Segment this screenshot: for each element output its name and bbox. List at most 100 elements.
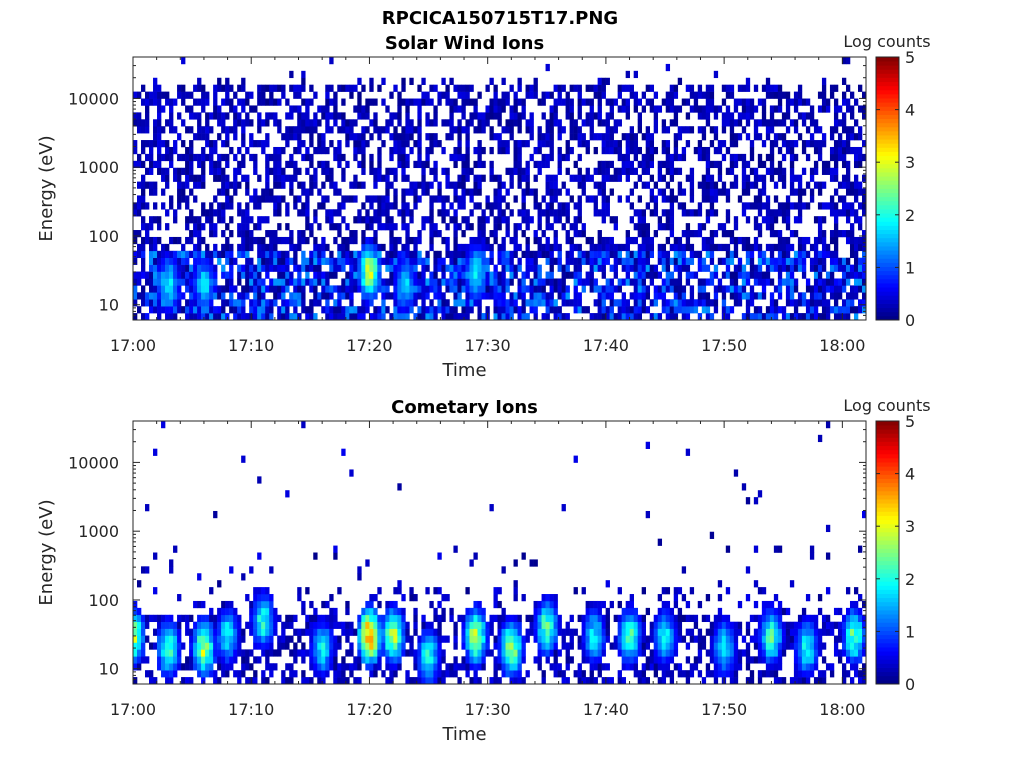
heatmap-cell xyxy=(373,642,378,650)
heatmap-cell xyxy=(813,250,819,259)
heatmap-cell xyxy=(765,209,771,217)
heatmap-cell xyxy=(417,257,422,265)
heatmap-cell xyxy=(265,140,270,148)
heatmap-cell xyxy=(525,299,530,307)
heatmap-cell xyxy=(369,299,374,307)
heatmap-cell xyxy=(845,174,851,182)
heatmap-cell xyxy=(785,264,791,272)
heatmap-cell xyxy=(673,112,679,120)
heatmap-cell xyxy=(321,292,326,300)
colorbar-segment xyxy=(876,184,899,189)
heatmap-cell xyxy=(785,236,791,245)
heatmap-cell xyxy=(233,614,238,623)
heatmap-cell xyxy=(565,250,570,259)
heatmap-cell xyxy=(785,146,791,155)
heatmap-cell xyxy=(241,250,246,259)
heatmap-cell xyxy=(177,84,182,92)
heatmap-cell xyxy=(557,146,562,155)
heatmap-cell xyxy=(677,243,683,252)
heatmap-cell xyxy=(157,292,162,300)
heatmap-cell xyxy=(265,188,270,196)
heatmap-cell xyxy=(493,133,498,141)
heatmap-cell xyxy=(837,313,843,321)
heatmap-cell xyxy=(673,299,679,307)
heatmap-cell xyxy=(709,250,715,259)
heatmap-cell xyxy=(605,236,610,245)
heatmap-cell xyxy=(845,216,851,224)
heatmap-cell xyxy=(817,257,823,265)
heatmap-cell xyxy=(621,278,626,286)
heatmap-cell xyxy=(569,250,574,259)
heatmap-cell xyxy=(665,278,671,286)
heatmap-cell xyxy=(737,119,743,127)
heatmap-cell xyxy=(653,285,659,293)
heatmap-cell xyxy=(597,299,602,307)
heatmap-cell xyxy=(373,195,378,203)
heatmap-cell xyxy=(401,216,406,224)
heatmap-cell xyxy=(397,587,402,595)
heatmap-cell xyxy=(673,250,679,259)
heatmap-cell xyxy=(157,278,162,286)
heatmap-cell xyxy=(481,292,486,300)
heatmap-cell xyxy=(461,299,466,307)
heatmap-cell xyxy=(433,313,438,321)
heatmap-cell xyxy=(177,153,182,162)
heatmap-cell xyxy=(325,160,330,169)
heatmap-cell xyxy=(597,306,602,314)
heatmap-cell xyxy=(593,264,598,272)
heatmap-cell xyxy=(729,236,735,245)
colorbar-segment xyxy=(876,151,899,157)
heatmap-cell xyxy=(221,209,226,217)
heatmap-cell xyxy=(525,181,530,189)
heatmap-cell xyxy=(213,91,218,99)
heatmap-cell xyxy=(633,257,638,265)
heatmap-cell xyxy=(513,112,518,120)
heatmap-cell xyxy=(833,153,839,162)
heatmap-cell xyxy=(365,278,370,286)
heatmap-cell xyxy=(389,621,394,629)
heatmap-cell xyxy=(853,236,859,245)
heatmap-cell xyxy=(397,112,402,120)
heatmap-cell xyxy=(437,621,442,629)
heatmap-cell xyxy=(425,112,430,120)
heatmap-cell xyxy=(777,278,783,286)
heatmap-cell xyxy=(601,236,606,245)
heatmap-cell xyxy=(685,126,691,134)
heatmap-cell xyxy=(329,84,334,92)
heatmap-cell xyxy=(705,181,711,189)
heatmap-cell xyxy=(745,278,751,286)
heatmap-cell xyxy=(369,167,374,175)
heatmap-cell xyxy=(537,167,542,175)
heatmap-cell xyxy=(465,292,470,300)
heatmap-cell xyxy=(757,230,763,238)
heatmap-cell xyxy=(809,299,815,307)
heatmap-cell xyxy=(197,649,202,657)
heatmap-cell xyxy=(237,670,242,678)
heatmap-cell xyxy=(521,656,526,664)
heatmap-cell xyxy=(477,649,482,657)
heatmap-cell xyxy=(573,306,578,314)
heatmap-cell xyxy=(285,642,290,650)
heatmap-cell xyxy=(385,264,390,272)
heatmap-cell xyxy=(397,250,402,259)
heatmap-cell xyxy=(213,195,218,203)
heatmap-cell xyxy=(425,649,430,657)
heatmap-cell xyxy=(761,216,767,224)
heatmap-cell xyxy=(433,587,438,595)
heatmap-cell xyxy=(309,140,314,148)
heatmap-cell xyxy=(389,292,394,300)
heatmap-cell xyxy=(597,119,602,127)
heatmap-cell xyxy=(197,84,202,92)
heatmap-cell xyxy=(265,587,270,595)
heatmap-cell xyxy=(613,98,618,106)
heatmap-cell xyxy=(317,160,322,169)
heatmap-cell xyxy=(845,133,851,141)
heatmap-cell xyxy=(817,278,823,286)
heatmap-cell xyxy=(237,628,242,636)
heatmap-cell xyxy=(389,257,394,265)
heatmap-cell xyxy=(701,112,707,120)
heatmap-cell xyxy=(185,663,190,671)
heatmap-cell xyxy=(253,621,258,629)
heatmap-cell xyxy=(829,257,835,265)
